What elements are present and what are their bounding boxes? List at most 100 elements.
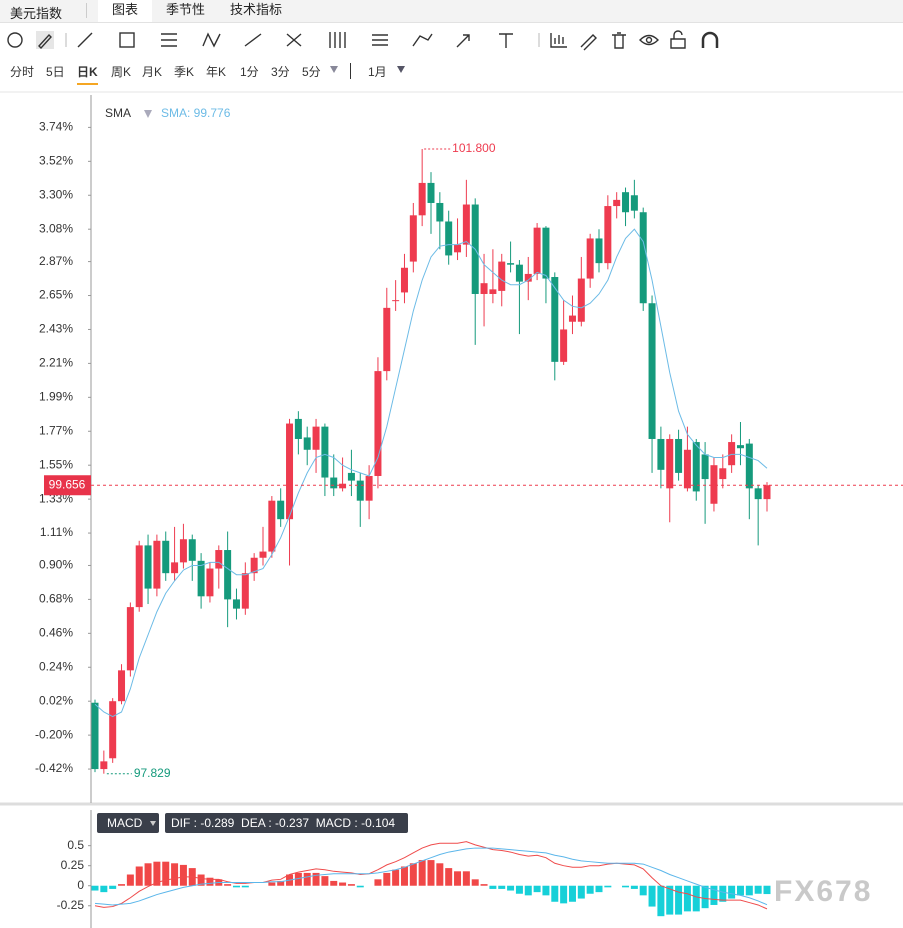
- candle-body: [622, 192, 630, 213]
- y-tick-label: 0.25: [61, 858, 85, 872]
- y-tick-label: 0.68%: [39, 592, 73, 606]
- icon[interactable]: [701, 31, 719, 48]
- candle-body: [604, 206, 612, 264]
- candle-body: [586, 238, 594, 279]
- candle-body: [560, 329, 568, 362]
- period-button[interactable]: 3分: [271, 65, 290, 79]
- macd-bar: [241, 885, 249, 888]
- icon[interactable]: [244, 33, 262, 47]
- macd-bar: [480, 884, 488, 886]
- period-button[interactable]: 1分: [240, 65, 259, 79]
- icon[interactable]: [372, 34, 388, 46]
- icon[interactable]: [7, 32, 23, 48]
- candle-body: [215, 550, 223, 569]
- y-tick-label: 2.21%: [39, 356, 73, 370]
- macd-bar: [622, 885, 630, 888]
- macd-bar: [436, 863, 444, 886]
- macd-bar: [745, 885, 753, 896]
- candle-body: [657, 438, 665, 470]
- icon[interactable]: [456, 34, 470, 48]
- period-button[interactable]: 月K: [142, 65, 163, 79]
- candle-body: [206, 568, 214, 597]
- candle-body: [118, 670, 126, 702]
- period-button[interactable]: 5日: [46, 65, 65, 79]
- candle-body: [347, 472, 355, 481]
- candle-body: [630, 195, 638, 211]
- icon[interactable]: [670, 30, 686, 49]
- candle-body: [126, 607, 134, 671]
- icon[interactable]: [499, 33, 513, 48]
- icon[interactable]: [612, 32, 626, 49]
- icon[interactable]: [286, 33, 302, 47]
- candle-body: [109, 701, 117, 759]
- macd-bar: [630, 885, 638, 889]
- period-button[interactable]: 年K: [206, 65, 227, 79]
- icon[interactable]: [77, 32, 93, 48]
- y-tick-label: 0.46%: [39, 625, 73, 639]
- period-button[interactable]: 周K: [111, 65, 132, 79]
- candle-body: [462, 204, 470, 245]
- tab[interactable]: 图表: [98, 0, 153, 22]
- candle-body: [153, 540, 161, 589]
- period-bar: 分时 5日 日K 周K 月K 季K 年K 1分 3分 5分 1月: [0, 60, 903, 85]
- macd-bar: [392, 869, 400, 886]
- macd-bar: [232, 885, 240, 888]
- macd-bar: [445, 868, 453, 886]
- y-tick-label: 3.08%: [39, 221, 73, 235]
- candle-body: [312, 426, 320, 450]
- macd-bar: [118, 884, 126, 886]
- toolbar: [7, 30, 719, 51]
- period-button[interactable]: 季K: [174, 65, 195, 79]
- tab[interactable]: 季节性: [166, 2, 206, 17]
- price-label: 99.656: [49, 477, 86, 491]
- icon[interactable]: [161, 33, 177, 47]
- candle-body: [179, 539, 187, 563]
- icon[interactable]: [329, 32, 346, 48]
- indicator-button[interactable]: [97, 813, 159, 833]
- y-tick-label: 1.99%: [39, 389, 73, 403]
- y-tick-label: 0.5: [67, 838, 84, 852]
- candle-body: [639, 212, 647, 304]
- candle-body: [489, 289, 497, 294]
- macd-bar: [728, 885, 736, 899]
- macd-bar: [683, 885, 691, 912]
- dropdown-icon[interactable]: [397, 66, 405, 73]
- period-button[interactable]: 5分: [302, 65, 321, 79]
- tab[interactable]: 技术指标: [230, 2, 283, 17]
- icon[interactable]: [639, 34, 659, 46]
- candle-body: [250, 557, 258, 574]
- y-tick-label: 3.30%: [39, 187, 73, 201]
- icon[interactable]: [202, 32, 221, 48]
- macd-bar: [604, 885, 612, 888]
- period-button[interactable]: 分时: [10, 65, 35, 79]
- range-button[interactable]: 1月: [368, 65, 387, 79]
- period-button[interactable]: 日K: [77, 63, 98, 85]
- macd-bar: [639, 885, 647, 896]
- icon[interactable]: [38, 33, 52, 50]
- candle-body: [321, 426, 329, 478]
- macd-bar: [666, 885, 674, 915]
- macd-bar: [763, 885, 771, 895]
- macd-bar: [400, 866, 408, 886]
- icon[interactable]: [550, 33, 567, 48]
- candle-body: [392, 300, 400, 302]
- candle-body: [683, 449, 691, 489]
- candle-body: [356, 480, 364, 501]
- candle-body: [383, 307, 391, 372]
- candle-body: [286, 423, 294, 520]
- icon[interactable]: [580, 34, 597, 51]
- macd-bar: [339, 882, 347, 886]
- dropdown-icon[interactable]: [150, 821, 156, 826]
- icon[interactable]: [645, 36, 653, 44]
- macd-bar: [91, 885, 99, 891]
- candle-body: [162, 540, 170, 574]
- candle-body: [303, 437, 311, 450]
- dropdown-icon[interactable]: [330, 66, 338, 73]
- y-tick-label: 2.87%: [39, 254, 73, 268]
- icon[interactable]: [119, 32, 135, 48]
- icon[interactable]: [412, 33, 433, 47]
- watermark: FX678: [774, 875, 872, 908]
- dropdown-icon[interactable]: [144, 110, 152, 118]
- candle-body: [728, 442, 736, 466]
